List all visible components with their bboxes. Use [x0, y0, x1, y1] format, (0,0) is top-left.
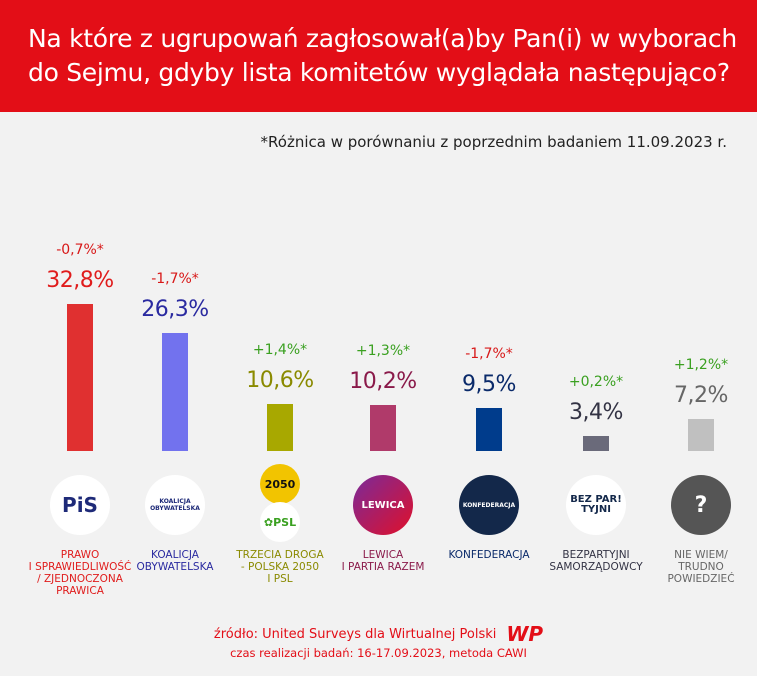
change-label: -1,7%*	[465, 346, 513, 363]
change-label: +1,3%*	[355, 343, 411, 360]
question-icon: ?	[671, 475, 731, 535]
konfederacja-logo: KONFEDERACJA	[459, 475, 519, 535]
header-title: Na które z ugrupowań zagłosował(a)by Pan…	[0, 0, 757, 112]
value-label: 9,5%	[462, 372, 516, 398]
bar	[267, 403, 293, 451]
bar	[476, 408, 502, 451]
comparison-note: *Różnica w porównaniu z poprzednim badan…	[260, 133, 727, 151]
bezpartyjni-logo: BEZ PAR! TYJNI	[566, 475, 626, 535]
value-label: 26,3%	[141, 297, 209, 323]
change-label: -0,7%*	[56, 242, 104, 259]
change-label: -1,7%*	[151, 271, 199, 288]
change-label: +0,2%*	[568, 373, 624, 390]
pis-logo: PiS	[50, 475, 110, 535]
source: źródło: United Surveys dla Wirtualnej Po…	[0, 622, 757, 646]
category-label: LEWICA I PARTIA RAZEM	[341, 549, 425, 573]
value-label: 7,2%	[674, 382, 728, 408]
ko-logo: KOALICJA OBYWATELSKA	[145, 475, 205, 535]
trzecia-droga-logo-psl: ✿PSL	[260, 502, 300, 542]
wp-logo: WP	[506, 622, 544, 646]
change-label: +1,4%*	[252, 341, 308, 358]
category-label: NIE WIEM/TRUDNO POWIEDZIEĆ	[667, 549, 735, 585]
bar	[370, 405, 396, 451]
bar	[67, 304, 93, 451]
lewica-logo: LEWICA	[353, 475, 413, 535]
trzecia-droga-logo-2050: 2050	[260, 464, 300, 504]
value-label: 10,6%	[246, 367, 314, 393]
method-note: czas realizacji badań: 16-17.09.2023, me…	[230, 646, 527, 660]
category-label: PRAWO I SPRAWIEDLIWOŚĆ / ZJEDNOCZONA PRAWIC…	[28, 549, 132, 597]
change-label: +1,2%*	[673, 356, 729, 373]
value-label: 32,8%	[46, 268, 114, 294]
bar	[162, 333, 188, 451]
bar	[583, 435, 609, 451]
value-label: 10,2%	[349, 369, 417, 395]
category-label: KONFEDERACJA	[448, 549, 530, 561]
category-label: BEZPARTYJNI SAMORZĄDOWCY	[549, 549, 643, 573]
value-label: 3,4%	[569, 399, 623, 425]
category-label: TRZECIA DROGA - POLSKA 2050 I PSL	[236, 549, 324, 585]
bar	[688, 418, 714, 451]
source-text: źródło: United Surveys dla Wirtualnej Po…	[213, 627, 497, 642]
category-label: KOALICJA OBYWATELSKA	[136, 549, 214, 573]
